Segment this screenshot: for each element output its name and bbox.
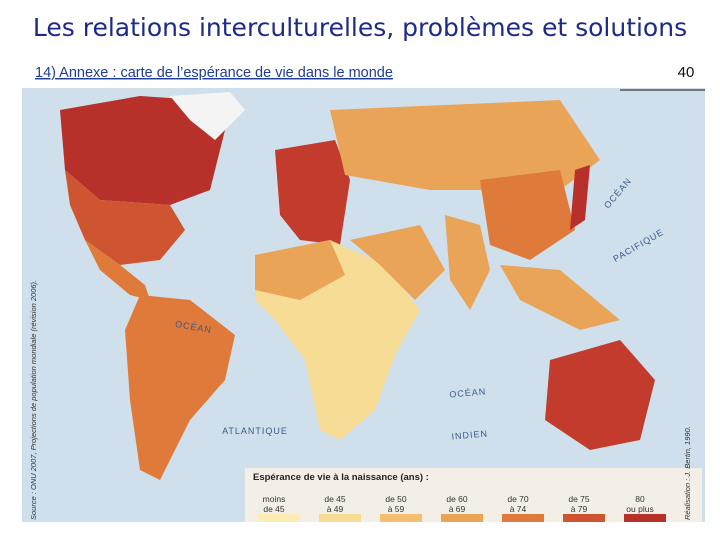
- australia: [545, 340, 655, 450]
- legend-label: à 74: [510, 504, 527, 514]
- legend-label: à 69: [449, 504, 466, 514]
- china: [480, 170, 575, 260]
- legend-label: ou plus: [626, 504, 653, 514]
- legend-swatch: [502, 514, 544, 522]
- legend-title: Espérance de vie à la naissance (ans) :: [253, 472, 429, 483]
- ocean-label: ATLANTIQUE: [222, 426, 288, 436]
- legend-swatch: [624, 514, 666, 522]
- legend-label: moins: [263, 494, 286, 504]
- central-america: [85, 240, 150, 300]
- india: [445, 215, 490, 310]
- legend-box: [245, 468, 702, 522]
- canada: [60, 96, 225, 205]
- south-america: [125, 295, 235, 480]
- north-africa: [255, 240, 345, 300]
- legend-label: de 45: [263, 504, 285, 514]
- southeast-asia: [500, 265, 620, 330]
- greenland: [170, 92, 245, 140]
- japan: [570, 165, 590, 230]
- russia: [330, 100, 600, 190]
- legend-label: de 50: [385, 494, 407, 504]
- europe: [275, 140, 350, 245]
- source: Source : ONU 2007, Projections de popula…: [29, 280, 38, 520]
- legend-label: de 60: [446, 494, 468, 504]
- legend-swatch: [563, 514, 605, 522]
- legend-swatch: [258, 514, 300, 522]
- legend-label: à 79: [571, 504, 588, 514]
- map: OCÉANPACIFIQUEOCÉANATLANTIQUEOCÉANINDIEN…: [22, 88, 705, 522]
- legend-label: à 49: [327, 504, 344, 514]
- usa: [65, 170, 185, 265]
- subtitle: 14) Annexe : carte de l’espérance de vie…: [35, 65, 393, 81]
- slide-title: Les relations interculturelles, problème…: [33, 13, 687, 42]
- legend-swatch: [441, 514, 483, 522]
- page-number: 40: [678, 64, 695, 81]
- legend-label: de 70: [507, 494, 529, 504]
- legend-label: 80: [635, 494, 645, 504]
- ocean-label: INDIEN: [451, 428, 488, 441]
- ocean-label: OCÉAN: [449, 386, 487, 399]
- legend-swatch: [380, 514, 422, 522]
- legend-swatch: [319, 514, 361, 522]
- middle-east: [350, 225, 445, 300]
- legend-label: de 45: [324, 494, 346, 504]
- legend-label: à 59: [388, 504, 405, 514]
- credit: Réalisation : J. Bertin, 1990.: [683, 426, 692, 520]
- legend-label: de 75: [568, 494, 590, 504]
